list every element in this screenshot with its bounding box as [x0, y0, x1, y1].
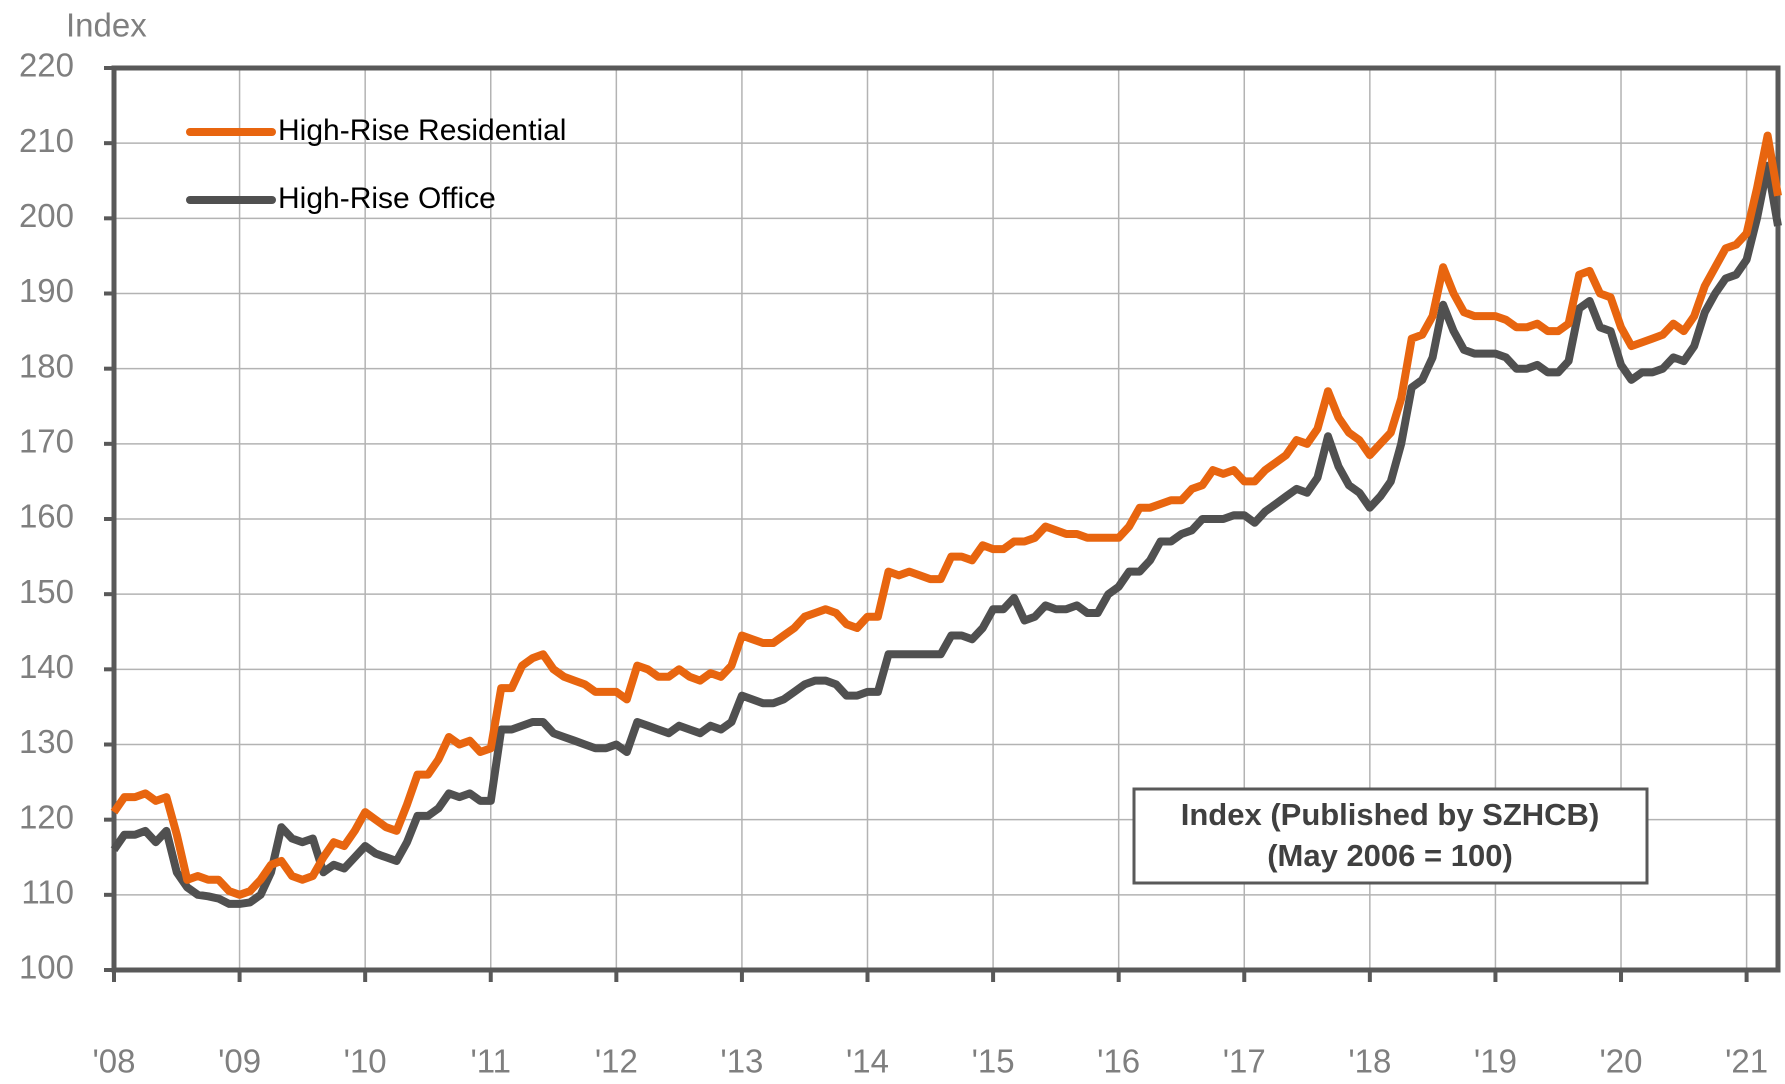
x-tick-label: '21 — [1725, 1043, 1768, 1080]
y-tick-label: 200 — [19, 197, 74, 234]
x-tick-label: '15 — [972, 1043, 1015, 1080]
y-tick-label: 100 — [19, 949, 74, 986]
annotation: Index (Published by SZHCB) — [1181, 797, 1600, 832]
x-tick-label: '14 — [846, 1043, 889, 1080]
y-tick-label: 110 — [21, 874, 74, 911]
y-tick-label: 120 — [19, 798, 74, 835]
series-line — [110, 161, 1782, 908]
x-tick-label: '16 — [1097, 1043, 1140, 1080]
legend-label: High-Rise Residential — [278, 114, 566, 147]
x-tick-label: '08 — [92, 1043, 135, 1080]
x-tick-label: '10 — [344, 1043, 387, 1080]
y-tick-label: 130 — [19, 723, 74, 760]
legend-label: High-Rise Office — [278, 182, 496, 215]
y-tick-label: 190 — [19, 272, 74, 309]
x-tick-label: '09 — [218, 1043, 261, 1080]
y-tick-label: 160 — [19, 498, 74, 535]
x-tick-label: '17 — [1223, 1043, 1266, 1080]
x-tick-label: '11 — [470, 1043, 511, 1080]
y-axis-label: Index — [66, 7, 147, 44]
x-tick-label: '13 — [720, 1043, 763, 1080]
y-tick-label: 180 — [19, 347, 74, 384]
annotation: (May 2006 = 100) — [1267, 838, 1513, 873]
y-tick-label: 150 — [19, 573, 74, 610]
y-tick-label: 140 — [19, 648, 74, 685]
y-tick-label: 220 — [19, 47, 74, 84]
x-tick-label: '19 — [1474, 1043, 1517, 1080]
annotation-box — [1132, 787, 1649, 885]
y-tick-label: 210 — [19, 122, 74, 159]
x-tick-label: '12 — [595, 1043, 638, 1080]
y-tick-label: 170 — [19, 423, 74, 460]
series-line — [110, 131, 1782, 899]
x-tick-label: '18 — [1348, 1043, 1391, 1080]
x-tick-label: '20 — [1600, 1043, 1643, 1080]
